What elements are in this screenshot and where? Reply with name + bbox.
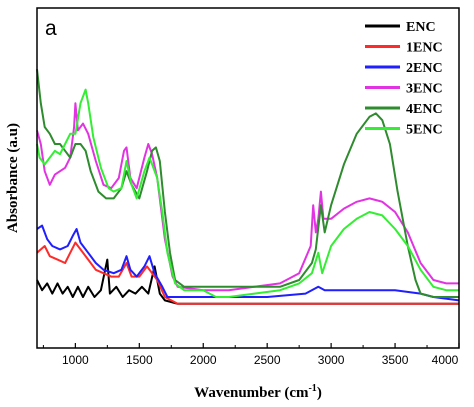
- legend-label-enc: ENC: [406, 20, 436, 35]
- legend-label-4enc: 4ENC: [406, 102, 443, 117]
- x-axis-title: Wavenumber (cm-1): [194, 383, 322, 401]
- series-line-2enc: [36, 224, 460, 302]
- series-line-4enc: [36, 69, 459, 298]
- ticks-layer: 1000 1500 2000 2500 3000 3500 4000: [42, 343, 460, 367]
- legend-label-1enc: 1ENC: [406, 41, 443, 56]
- x-tick-label: 3500: [382, 353, 409, 367]
- x-axis-title-superscript: -1: [308, 383, 316, 394]
- plot-frame: [36, 7, 460, 349]
- legend-label-2enc: 2ENC: [406, 61, 443, 76]
- series-line-5enc: [36, 88, 459, 298]
- x-tick-label: 1500: [126, 353, 153, 367]
- panel-label: a: [45, 17, 57, 40]
- series-line-1enc: [36, 241, 459, 305]
- legend: ENC 1ENC 2ENC 3ENC 4ENC 5ENC: [365, 20, 443, 138]
- x-tick-label: 2000: [190, 353, 217, 367]
- x-tick-label: 4000: [432, 353, 459, 367]
- series-layer: [36, 69, 460, 305]
- x-tick-label: 3000: [318, 353, 345, 367]
- legend-label-3enc: 3ENC: [406, 82, 443, 97]
- x-tick-label: 1000: [62, 353, 89, 367]
- x-axis-title-main: Wavenumber (cm: [194, 385, 309, 401]
- legend-label-5enc: 5ENC: [406, 123, 443, 138]
- y-axis-title: Absorbance (a.u): [5, 123, 21, 233]
- x-tick-label: 2500: [254, 353, 281, 367]
- x-axis-title-tail: ): [317, 385, 322, 401]
